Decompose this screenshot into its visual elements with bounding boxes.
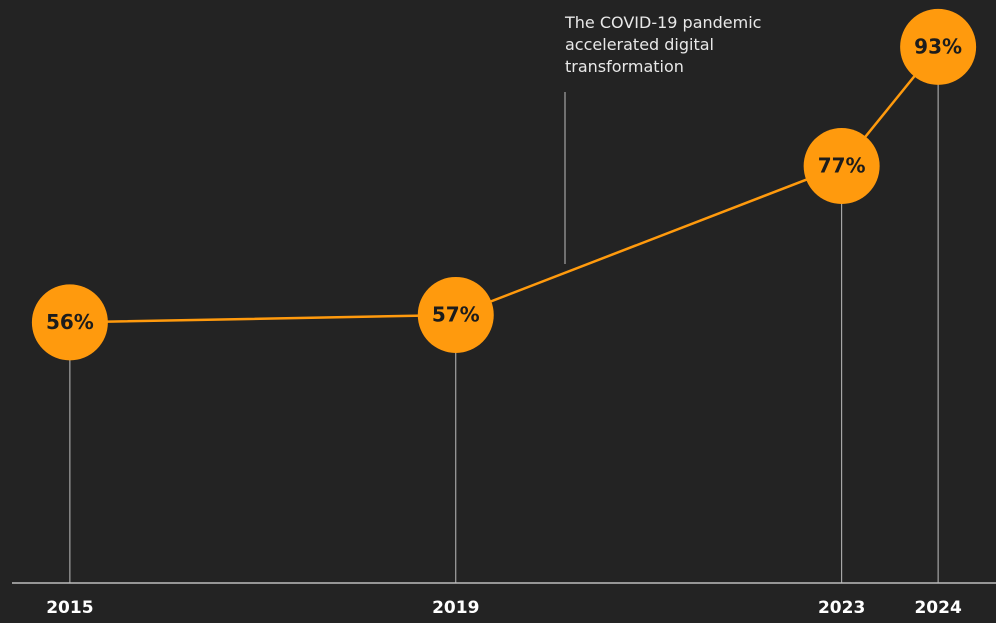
value-label: 77%	[818, 154, 866, 178]
point	[803, 128, 880, 205]
point	[31, 284, 108, 361]
line	[69, 46, 940, 324]
point	[900, 8, 977, 85]
point	[417, 276, 494, 353]
annotation: The COVID-19 pandemic accelerated digita…	[565, 13, 762, 76]
value-label: 93%	[914, 34, 962, 58]
x-tick-label: 2019	[432, 598, 479, 618]
value-label: 57%	[432, 302, 480, 326]
x-tick-label: 2015	[46, 598, 93, 618]
value-label: 56%	[46, 310, 94, 334]
x-tick-label: 2023	[818, 598, 865, 618]
x-tick-label: 2024	[914, 598, 961, 618]
